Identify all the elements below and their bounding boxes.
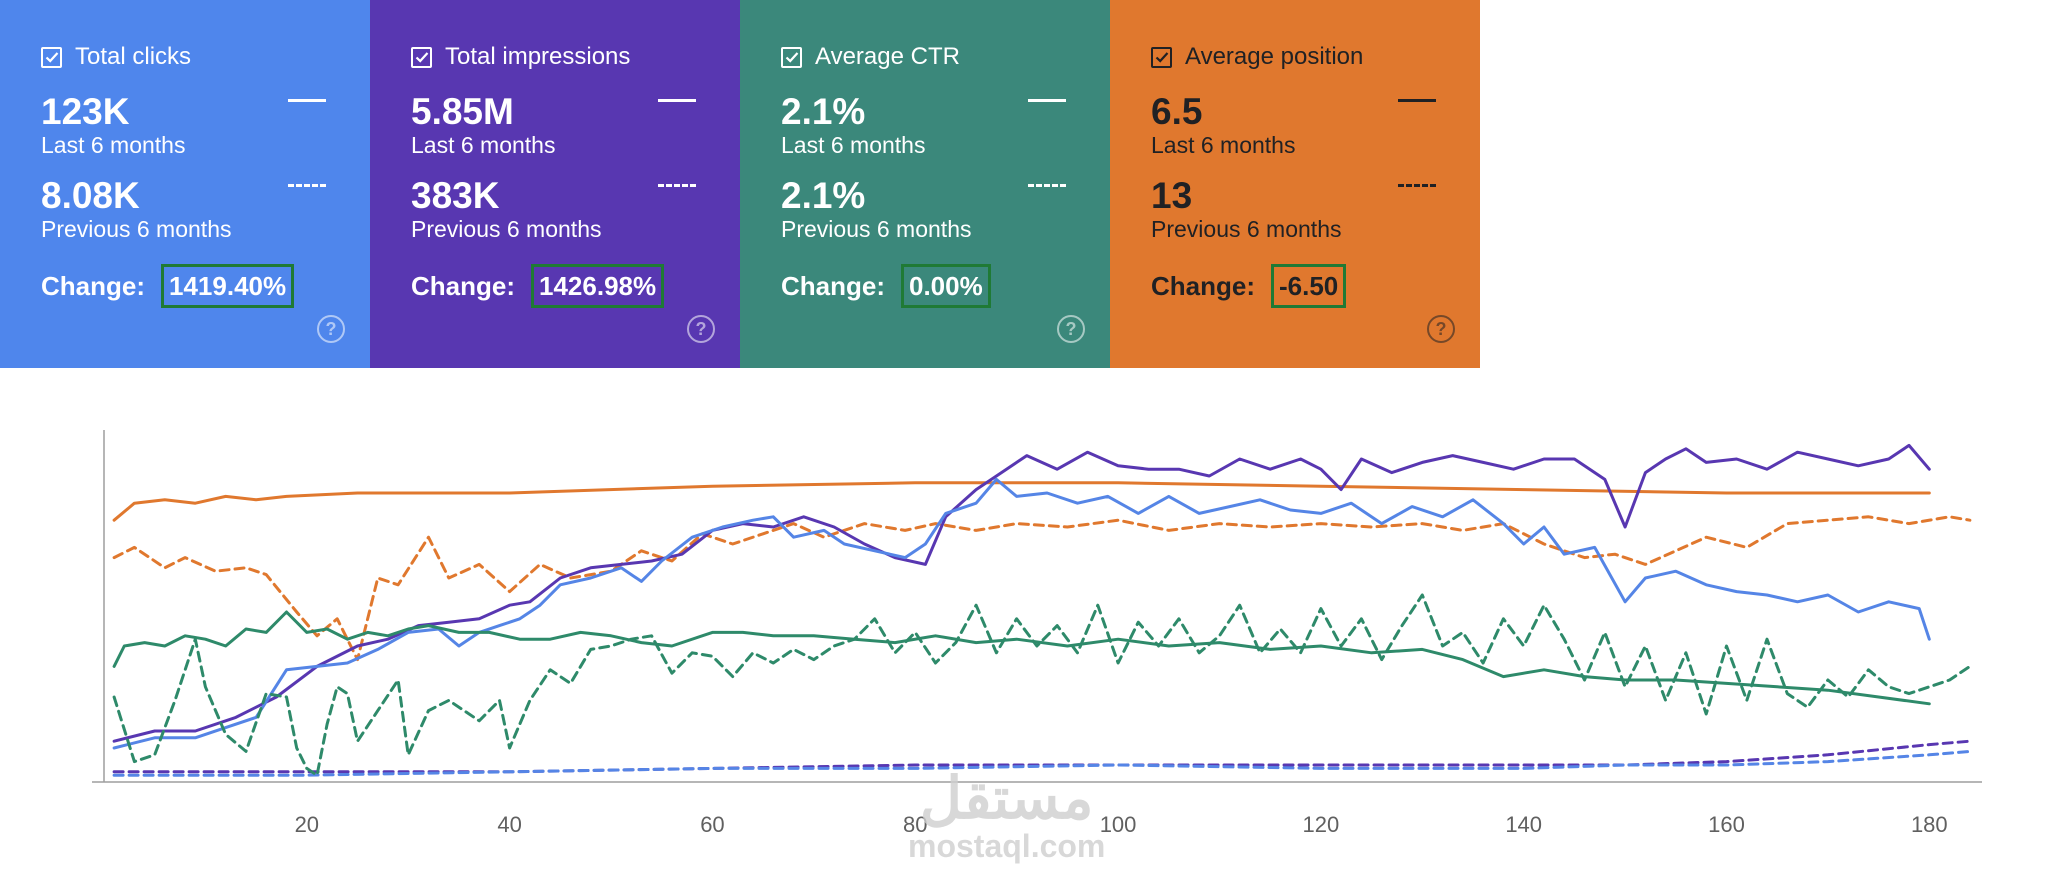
change-value: -6.50 [1271,264,1347,308]
change-label: Change: [781,270,885,301]
card-title: Total clicks [75,43,192,70]
series-line-7 [112,593,1972,777]
change-label: Change: [1151,270,1255,301]
current-value: 123K [41,91,130,132]
previous-label: Previous 6 months [41,216,232,242]
previous-value: 8.08K [41,175,140,216]
card-total-impressions[interactable]: Total impressions 5.85M Last 6 months 38… [370,0,740,368]
x-tick-label: 80 [903,812,927,837]
current-value: 2.1% [781,91,866,132]
previous-value: 13 [1151,175,1193,216]
previous-label: Previous 6 months [781,216,972,242]
current-value: 6.5 [1151,91,1203,132]
dashed-line-legend-icon [1398,184,1436,187]
x-tick-label: 140 [1505,812,1542,837]
series-line-4 [112,477,1931,750]
change-value: 0.00% [901,264,991,308]
x-tick-label: 160 [1708,812,1745,837]
help-circle-icon[interactable]: ? [687,315,715,343]
change-label: Change: [411,270,515,301]
series-line-5 [112,749,1972,777]
current-label: Last 6 months [41,132,186,158]
checked-box-icon[interactable] [41,46,62,68]
metric-cards: Total clicks 123K Last 6 months 8.08K Pr… [0,0,1481,368]
x-tick-label: 40 [497,812,521,837]
checked-box-icon[interactable] [781,46,802,68]
card-title: Average position [1185,43,1364,70]
watermark: مستقل mostaql.com [908,766,1106,865]
card-title: Total impressions [445,43,631,70]
dashed-line-legend-icon [658,184,696,187]
watermark-site: mostaql.com [908,828,1106,864]
x-tick-label: 100 [1100,812,1137,837]
series-line-2 [112,443,1931,743]
change-label: Change: [41,270,145,301]
solid-line-legend-icon [1398,99,1436,102]
x-tick-label: 20 [295,812,319,837]
card-average-ctr[interactable]: Average CTR 2.1% Last 6 months 2.1% Prev… [740,0,1110,368]
previous-label: Previous 6 months [1151,216,1342,242]
solid-line-legend-icon [1028,99,1066,102]
series-line-1 [112,515,1972,662]
help-circle-icon[interactable]: ? [317,315,345,343]
card-title: Average CTR [815,43,960,70]
dashed-line-legend-icon [1028,184,1066,187]
solid-line-legend-icon [288,99,326,102]
solid-line-legend-icon [658,99,696,102]
series-line-0 [112,481,1931,522]
previous-value: 2.1% [781,175,866,216]
current-value: 5.85M [411,91,514,132]
x-tick-label: 180 [1911,812,1948,837]
help-circle-icon[interactable]: ? [1057,315,1085,343]
card-average-position[interactable]: Average position 6.5 Last 6 months 13 Pr… [1110,0,1480,368]
card-total-clicks[interactable]: Total clicks 123K Last 6 months 8.08K Pr… [0,0,370,368]
x-tick-label: 60 [700,812,724,837]
performance-line-chart: 20 40 60 80 100 120 140 160 180 [92,430,1982,837]
current-label: Last 6 months [1151,132,1296,158]
previous-label: Previous 6 months [411,216,602,242]
x-tick-label: 120 [1303,812,1340,837]
current-label: Last 6 months [781,132,926,158]
dashed-line-legend-icon [288,184,326,187]
help-circle-icon[interactable]: ? [1427,315,1455,343]
checked-box-icon[interactable] [1151,46,1172,68]
change-value: 1419.40% [161,264,295,308]
checked-box-icon[interactable] [411,46,432,68]
change-value: 1426.98% [531,264,665,308]
series-line-6 [112,610,1931,706]
watermark-logo: مستقل [919,766,1094,831]
previous-value: 383K [411,175,500,216]
current-label: Last 6 months [411,132,556,158]
